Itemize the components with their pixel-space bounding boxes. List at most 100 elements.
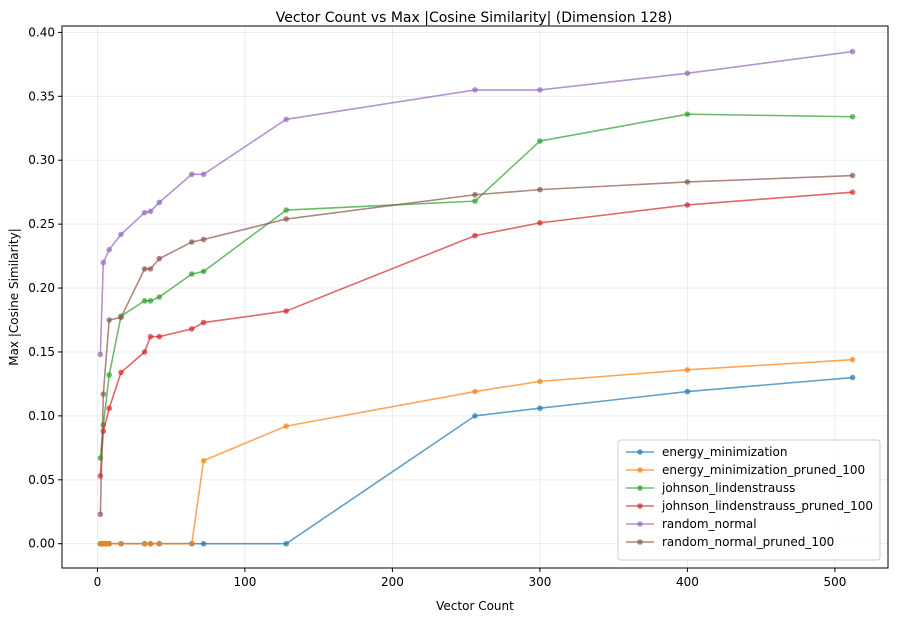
y-tick-label: 0.10 [28, 409, 55, 423]
data-point [200, 236, 207, 243]
data-point [283, 423, 290, 429]
data-point [537, 405, 543, 412]
y-tick-label: 0.00 [28, 537, 55, 551]
x-tick-label: 300 [528, 575, 551, 589]
data-point [147, 266, 154, 272]
data-point [849, 172, 856, 179]
series-layer [97, 48, 856, 547]
data-point [537, 138, 543, 144]
data-point [106, 317, 112, 323]
data-point [200, 540, 207, 547]
series-energy-minimization-pruned-100 [97, 356, 856, 547]
data-point [156, 199, 163, 206]
data-point [849, 113, 856, 120]
data-point [200, 319, 207, 326]
series-random-normal-pruned-100 [97, 172, 856, 518]
data-point [537, 87, 543, 93]
legend-label: energy_minimization [662, 445, 787, 459]
legend-item: energy_minimization [626, 445, 787, 459]
data-point [189, 326, 195, 332]
data-point [189, 540, 195, 547]
series-line [99, 191, 853, 477]
data-point [100, 259, 107, 266]
data-point [849, 48, 856, 55]
data-point [156, 294, 163, 300]
data-point [97, 351, 104, 358]
legend: energy_minimization energy_minimization_p… [617, 439, 881, 561]
data-point [141, 540, 148, 547]
legend-item: random_normal [626, 517, 757, 531]
legend-item: random_normal_pruned_100 [626, 535, 834, 549]
y-tick-label: 0.25 [28, 217, 55, 231]
data-point [684, 70, 691, 77]
data-point [97, 473, 104, 479]
chart-title: Vector Count vs Max |Cosine Similarity| … [276, 10, 673, 26]
data-point [200, 171, 207, 178]
data-point [141, 349, 148, 355]
data-point [684, 202, 691, 208]
data-point [147, 208, 154, 215]
y-tick-label: 0.30 [28, 153, 55, 167]
data-point [283, 540, 290, 547]
data-point [118, 369, 124, 376]
data-point [118, 540, 124, 547]
series-random-normal [97, 48, 856, 358]
data-point [106, 246, 112, 253]
data-point [141, 209, 148, 216]
data-point [189, 271, 195, 277]
data-point [684, 388, 691, 395]
data-point [472, 232, 478, 239]
data-point [106, 540, 112, 547]
x-tick-label: 100 [233, 575, 256, 589]
data-point [189, 239, 195, 245]
legend-item: johnson_lindenstrauss [626, 481, 795, 495]
series-line [99, 113, 853, 459]
data-point [97, 511, 104, 518]
legend-item: johnson_lindenstrauss_pruned_100 [626, 499, 873, 513]
data-point [537, 220, 543, 226]
legend-label: johnson_lindenstrauss [661, 481, 795, 495]
data-point [118, 231, 124, 238]
data-point [849, 374, 856, 381]
x-tick-label: 500 [823, 575, 846, 589]
y-tick-label: 0.35 [28, 89, 55, 103]
data-point [849, 189, 856, 195]
y-tick-label: 0.05 [28, 473, 55, 487]
data-point [684, 367, 691, 373]
data-point [684, 111, 691, 118]
legend-swatch-marker [637, 485, 643, 491]
data-point [189, 171, 195, 178]
data-point [472, 388, 478, 395]
data-point [147, 333, 154, 340]
data-point [156, 540, 163, 547]
data-point [147, 540, 154, 547]
data-point [141, 298, 148, 304]
legend-swatch-marker [637, 503, 643, 509]
series-line [99, 50, 853, 355]
data-point [200, 457, 207, 464]
x-axis-label: Vector Count [436, 599, 514, 613]
data-point [100, 391, 107, 397]
y-axis-label: Max |Cosine Similarity| [7, 228, 21, 366]
legend-label: johnson_lindenstrauss_pruned_100 [661, 499, 873, 513]
y-tick-label: 0.15 [28, 345, 55, 359]
data-point [472, 87, 478, 93]
legend-item: energy_minimization_pruned_100 [626, 463, 865, 477]
y-tick-label: 0.20 [28, 281, 55, 295]
axis-ticks: 0 100 200 300 400 500 0.00 0.05 0.10 0.15 0.20 0.25… [28, 25, 846, 589]
data-point [106, 372, 112, 378]
x-tick-label: 400 [676, 575, 699, 589]
data-point [283, 207, 290, 213]
data-point [849, 356, 856, 363]
data-point [106, 405, 112, 412]
plot-frame [61, 25, 889, 569]
legend-swatch-marker [637, 449, 643, 455]
data-point [156, 255, 163, 262]
data-point [118, 314, 124, 321]
series-johnson-lindenstrauss [97, 111, 856, 461]
data-point [156, 333, 163, 340]
data-point [147, 298, 154, 304]
data-point [141, 266, 148, 272]
x-tick-label: 0 [94, 575, 102, 589]
